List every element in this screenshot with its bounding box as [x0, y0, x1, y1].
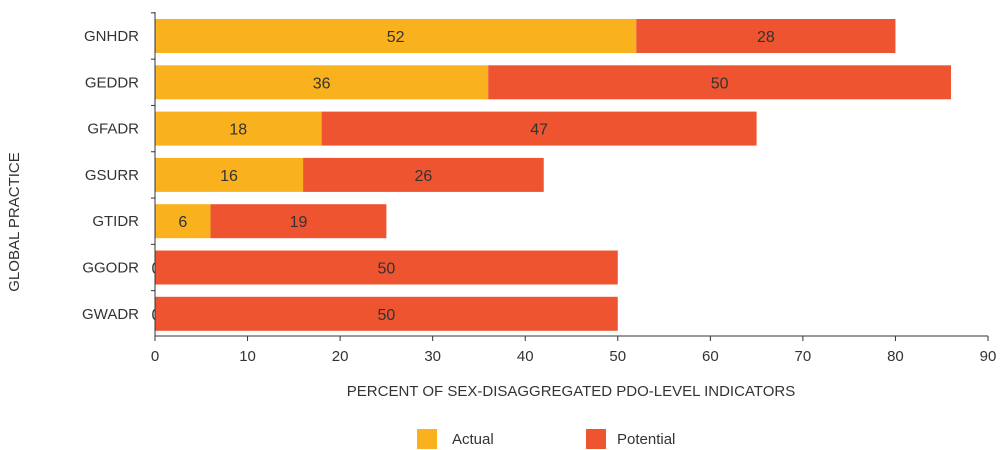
y-tick-label: GSURR — [85, 167, 139, 184]
x-tick-label: 0 — [151, 348, 159, 365]
y-tick-label: GNHDR — [84, 28, 139, 45]
legend-label-actual: Actual — [452, 431, 494, 448]
x-tick-label: 50 — [609, 348, 626, 365]
bar-actual — [155, 204, 211, 239]
data-label: 26 — [415, 168, 433, 185]
bar-potential — [488, 65, 951, 100]
data-label: 36 — [313, 75, 331, 92]
x-tick-label: 30 — [424, 348, 441, 365]
bar-potential — [321, 111, 757, 146]
legend-label-potential: Potential — [617, 431, 675, 448]
x-tick-label: 10 — [239, 348, 256, 365]
data-label: 52 — [387, 29, 405, 46]
bar-potential — [155, 250, 618, 285]
legend-swatch-actual — [417, 429, 437, 449]
plot-area: 5228365018471626619050050 — [152, 19, 951, 331]
bar-potential — [210, 204, 387, 239]
data-label: 16 — [220, 168, 238, 185]
x-tick-label: 80 — [887, 348, 904, 365]
bar-potential — [636, 19, 896, 53]
data-label: 47 — [530, 122, 548, 139]
bar-actual — [155, 65, 489, 100]
bar-potential — [155, 296, 618, 331]
x-tick-label: 90 — [980, 348, 997, 365]
data-label: 50 — [711, 75, 729, 92]
data-label: 18 — [229, 122, 247, 139]
bar-actual — [155, 111, 322, 146]
y-tick-label: GWADR — [82, 306, 139, 323]
y-axis-title: GLOBAL PRACTICE — [6, 152, 23, 291]
data-label: 50 — [377, 261, 395, 278]
data-label: 6 — [178, 214, 187, 231]
y-axis: GNHDR GEDDR GFADR GSURR GTIDR GGODR GWADR — [82, 12, 156, 336]
bar-actual — [155, 157, 304, 192]
x-tick-label: 40 — [517, 348, 534, 365]
data-label: 50 — [377, 307, 395, 324]
x-axis: 0 10 20 30 40 50 60 70 80 90 — [151, 335, 997, 365]
y-tick-label: GEDDR — [85, 74, 139, 91]
x-tick-label: 60 — [702, 348, 719, 365]
y-tick-label: GTIDR — [92, 213, 139, 230]
bar-potential — [303, 157, 544, 192]
x-axis-title: PERCENT OF SEX-DISAGGREGATED PDO-LEVEL I… — [347, 383, 795, 400]
bar-actual — [155, 19, 637, 53]
y-tick-label: GFADR — [87, 121, 139, 138]
data-label: 28 — [757, 29, 775, 46]
x-tick-label: 70 — [795, 348, 812, 365]
legend: Actual Potential — [417, 429, 675, 449]
x-tick-label: 20 — [332, 348, 349, 365]
y-tick-label: GGODR — [82, 260, 139, 277]
data-label: 19 — [290, 214, 308, 231]
legend-swatch-potential — [586, 429, 606, 449]
